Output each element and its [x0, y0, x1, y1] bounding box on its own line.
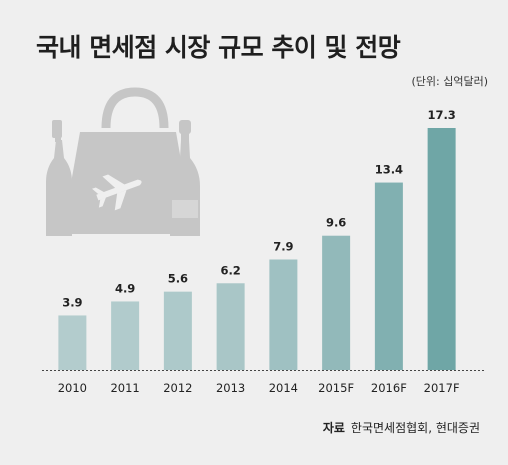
x-tick-label-2014: 2014: [269, 381, 298, 395]
bar-2016F: [374, 182, 403, 370]
champagne-bottle-icon: [170, 120, 200, 236]
bar-2015F: [322, 235, 351, 370]
bar-2013: [216, 283, 245, 370]
value-label-2014: 7.9: [273, 239, 293, 253]
bar-2010: [58, 315, 87, 370]
airplane-icon: [92, 174, 142, 211]
bar-2012: [163, 291, 192, 370]
value-label-2017F: 17.3: [427, 108, 455, 122]
value-label-2012: 5.6: [168, 272, 188, 286]
chart-title: 국내 면세점 시장 규모 추이 및 전망: [36, 33, 401, 62]
duty-free-illustration: [46, 87, 200, 236]
x-tick-label-2010: 2010: [58, 381, 87, 395]
x-tick-labels-group: 2010 2011 2012 2013 2014 2015F 2016F 2017F: [58, 381, 460, 395]
source-label: 자료: [322, 421, 345, 435]
value-label-2015F: 9.6: [326, 216, 346, 230]
value-label-2010: 3.9: [62, 295, 82, 309]
value-labels-group: 3.9 4.9 5.6 6.2 7.9 9.6 13.4 17.3: [62, 108, 456, 309]
x-tick-label-2017F: 2017F: [424, 381, 460, 395]
x-tick-label-2011: 2011: [110, 381, 139, 395]
bar-2011: [111, 301, 140, 370]
bar-2017F: [427, 128, 456, 370]
bar-2014: [269, 259, 298, 370]
unit-label: (단위: 십억달러): [411, 75, 488, 88]
bars-group: [58, 128, 456, 370]
value-label-2013: 6.2: [220, 263, 240, 277]
x-tick-label-2016F: 2016F: [371, 381, 407, 395]
value-label-2011: 4.9: [115, 281, 135, 295]
value-label-2016F: 13.4: [375, 163, 403, 177]
wine-bottle-icon: [46, 120, 72, 236]
x-tick-label-2012: 2012: [163, 381, 192, 395]
shopping-bag-icon: [62, 87, 194, 234]
source-text: 한국면세점협회, 현대증권: [350, 421, 480, 435]
x-tick-label-2013: 2013: [216, 381, 245, 395]
x-tick-label-2015F: 2015F: [318, 381, 354, 395]
source-note: 자료 한국면세점협회, 현대증권: [323, 419, 480, 436]
